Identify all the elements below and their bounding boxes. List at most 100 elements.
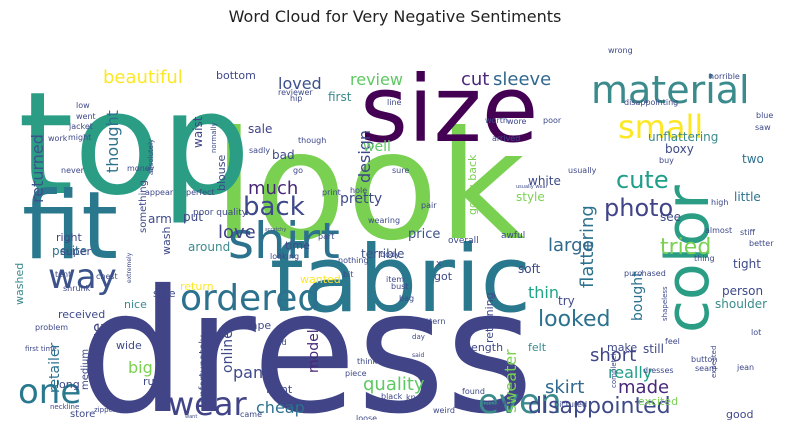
- word-reviewer: reviewer: [278, 88, 313, 97]
- word-perfect: perfect: [186, 188, 215, 197]
- word-see: see: [660, 210, 681, 224]
- word-nice: nice: [124, 298, 147, 311]
- word-flattering: flattering: [577, 205, 598, 288]
- word-waist: waist: [191, 116, 205, 148]
- word-material: material: [591, 68, 750, 112]
- word-fabric: fabric: [270, 226, 531, 333]
- word-dresses: dresses: [643, 366, 674, 375]
- word-bit: bit: [343, 270, 353, 279]
- word-absolutely: absolutely: [147, 139, 155, 175]
- word-wide: wide: [116, 339, 142, 352]
- word-dress: dress: [78, 254, 534, 420]
- word-x: x: [436, 259, 442, 269]
- word-worth: worth: [485, 116, 508, 125]
- word-found: found: [462, 387, 485, 396]
- word-made: made: [618, 377, 669, 398]
- word-nothing: nothing: [338, 256, 369, 265]
- word-photo: photo: [604, 194, 673, 222]
- word-wanted: wanted: [300, 273, 341, 286]
- word-pant: pant: [233, 363, 269, 382]
- word-blue: blue: [756, 111, 773, 120]
- word-work: work: [48, 134, 68, 143]
- word-seam: seam: [695, 364, 717, 373]
- word-sized: sized: [266, 338, 287, 347]
- word-bag: bag: [399, 294, 414, 303]
- word-washed: washed: [13, 263, 26, 305]
- word-time: time: [285, 239, 310, 252]
- word-bottom: bottom: [216, 69, 256, 82]
- word-normally: normally: [210, 122, 218, 153]
- word-sure: sure: [392, 166, 409, 175]
- word-problem: problem: [35, 323, 68, 332]
- word-thin: thin: [528, 283, 559, 302]
- word-usually: usually: [568, 166, 597, 175]
- word-going-back: going back: [466, 154, 479, 215]
- word-cute: cute: [616, 166, 669, 194]
- word-buy: buy: [659, 156, 674, 165]
- word-size: size: [360, 56, 538, 163]
- word-got: got: [434, 270, 453, 283]
- word-pair: pair: [421, 201, 437, 210]
- word-look: look: [213, 100, 525, 274]
- word-tent: tent: [55, 270, 71, 279]
- word-looking: looking: [270, 252, 299, 261]
- word-sweater: sweater: [501, 349, 520, 413]
- word-wear: wear: [168, 385, 247, 420]
- word-button: button: [691, 355, 717, 364]
- word-line: line: [387, 98, 402, 107]
- word-day: day: [412, 333, 425, 341]
- word-cloud: dress look top size fabric fit color shirt mater…: [8, 33, 782, 420]
- word-arm: arm: [148, 212, 172, 226]
- word-quality: quality: [363, 374, 425, 395]
- word-bad: bad: [272, 148, 295, 162]
- word-top: top: [18, 62, 251, 227]
- word-length: length: [468, 341, 503, 354]
- word-jean: jean: [736, 363, 754, 372]
- word-better: better: [749, 239, 774, 248]
- chart-title: Word Cloud for Very Negative Sentiments: [228, 7, 562, 26]
- word-skirt: skirt: [545, 377, 584, 398]
- word-side: side: [153, 287, 176, 300]
- word-wore: wore: [507, 117, 527, 126]
- word-medium: medium: [80, 349, 91, 390]
- word-blouse: blouse: [215, 155, 228, 191]
- word-arrived: arrived: [492, 134, 520, 143]
- word-felt: felt: [528, 341, 547, 354]
- word-part: part: [318, 232, 334, 241]
- word-first: first: [328, 90, 352, 104]
- word-boxy: boxy: [665, 142, 694, 156]
- word-said: said: [412, 352, 424, 359]
- word-print: print: [322, 188, 341, 197]
- word-received: received: [58, 308, 105, 321]
- word-usually-wear: usually wear: [516, 184, 549, 190]
- word-went: went: [76, 112, 96, 121]
- word-long: long: [56, 378, 80, 391]
- word-wash: wash: [160, 227, 173, 255]
- word-poor: poor: [543, 116, 562, 125]
- word-price: price: [408, 227, 440, 242]
- word-want: want: [185, 414, 197, 420]
- word-loved: loved: [278, 74, 322, 93]
- word-piece: piece: [345, 369, 367, 378]
- word-return: return: [180, 280, 214, 293]
- word-wearing: wearing: [368, 216, 400, 225]
- word-disappointed: disappointed: [528, 394, 671, 419]
- word-almost: almost: [705, 226, 732, 235]
- word-first-time: first time: [25, 345, 57, 353]
- word-shirt: shirt: [228, 212, 340, 270]
- word-stiff: stiff: [740, 228, 756, 237]
- word-neckline: neckline: [50, 403, 79, 411]
- word-store: store: [70, 409, 95, 420]
- word-pattern: pattern: [416, 317, 445, 326]
- word-awful: awful: [501, 231, 525, 241]
- word-item: item: [386, 275, 404, 284]
- word-short: short: [590, 345, 636, 366]
- word-ordered: ordered: [180, 278, 320, 319]
- word-disappointing: disappointing: [624, 98, 678, 107]
- word-product: product: [482, 398, 513, 407]
- word-shapeless: shapeless: [661, 286, 669, 321]
- word-pretty: pretty: [340, 191, 382, 207]
- word-white: white: [528, 174, 561, 188]
- word-hole: hole: [350, 186, 367, 195]
